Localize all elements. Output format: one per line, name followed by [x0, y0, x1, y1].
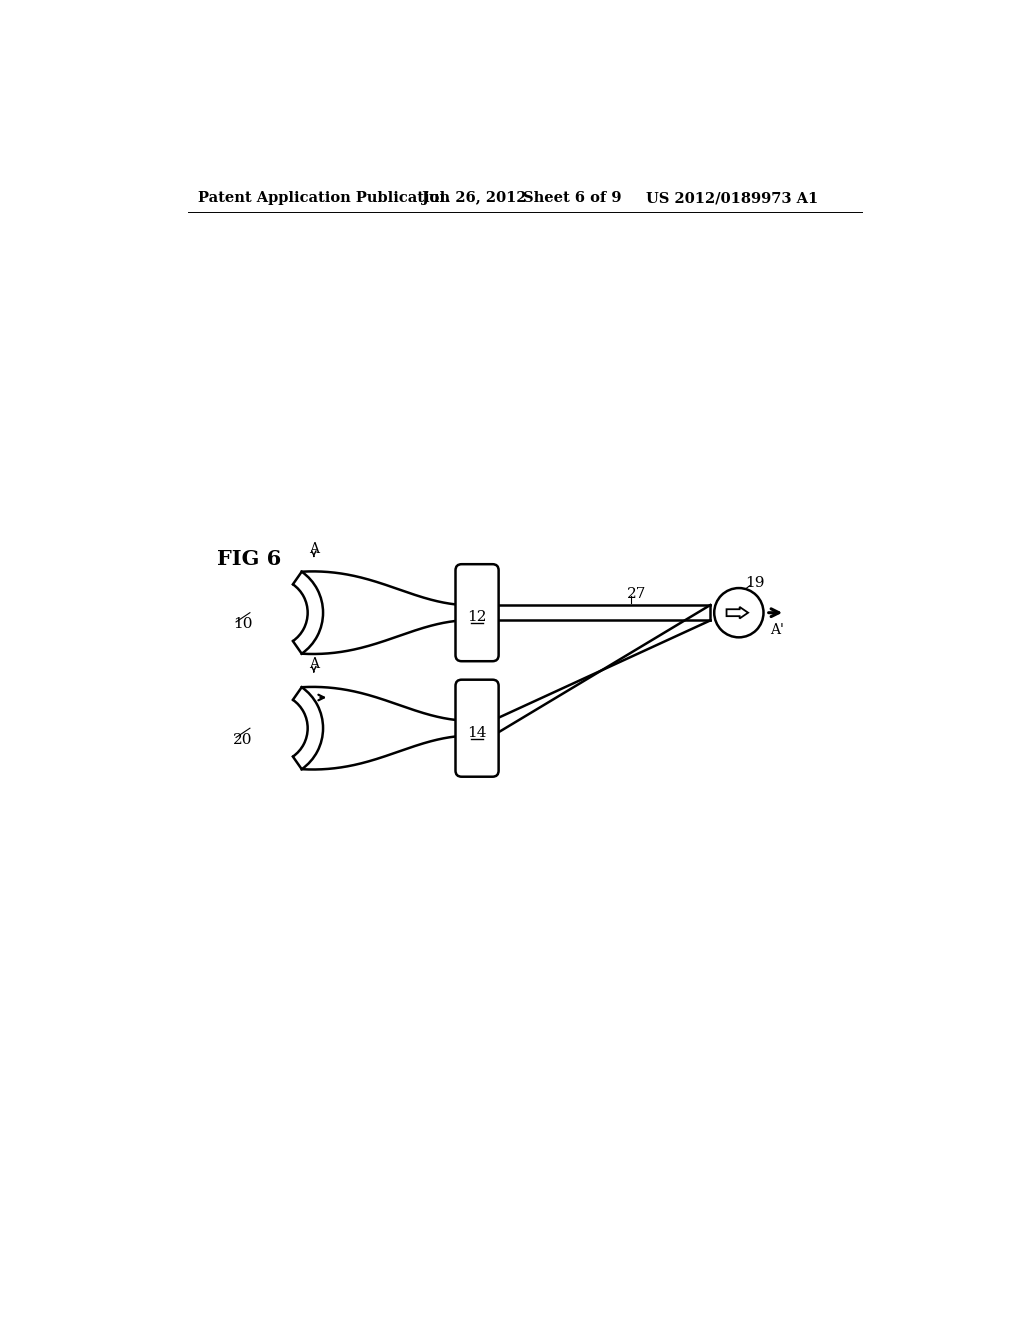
FancyBboxPatch shape — [456, 680, 499, 776]
Text: 12: 12 — [467, 610, 486, 624]
Text: 10: 10 — [233, 618, 253, 631]
FancyArrow shape — [727, 607, 749, 619]
Text: FIG 6: FIG 6 — [217, 549, 281, 569]
FancyBboxPatch shape — [456, 564, 499, 661]
Text: US 2012/0189973 A1: US 2012/0189973 A1 — [646, 191, 819, 206]
Circle shape — [714, 589, 764, 638]
Text: A: A — [309, 657, 318, 672]
Text: 19: 19 — [745, 577, 765, 590]
Text: Sheet 6 of 9: Sheet 6 of 9 — [523, 191, 622, 206]
Text: 14: 14 — [467, 726, 486, 739]
Text: 20: 20 — [233, 733, 253, 747]
Text: A: A — [309, 541, 318, 556]
Text: Patent Application Publication: Patent Application Publication — [199, 191, 451, 206]
Text: 27: 27 — [628, 587, 646, 601]
Text: Jul. 26, 2012: Jul. 26, 2012 — [422, 191, 526, 206]
Text: A': A' — [770, 623, 783, 636]
